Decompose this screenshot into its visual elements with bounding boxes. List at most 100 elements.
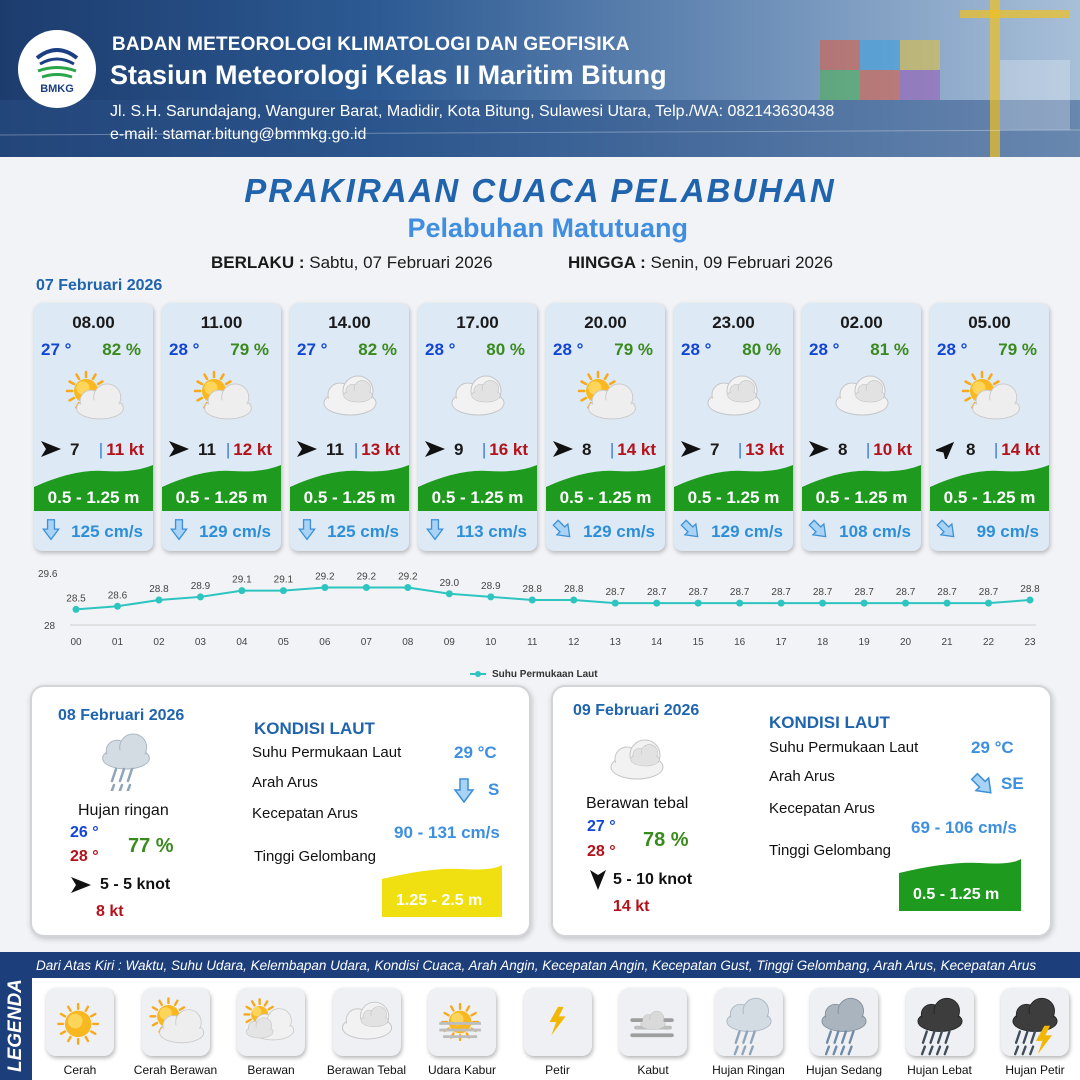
forecast-temp: 27 °	[297, 340, 328, 359]
wind-arrow-icon	[41, 441, 61, 457]
sst-line-chart: 29.6 28 28.5 00 28.6 01 28.8 02 28.9 03 29.1 04 29.1…	[38, 569, 1040, 680]
chart-x-tick: 04	[236, 637, 248, 648]
validity-from-value: Sabtu, 07 Februari 2026	[309, 253, 493, 272]
day2-current-dir-value: S	[488, 780, 500, 799]
legend-title: LEGENDA	[5, 979, 26, 1072]
wind-arrow-icon	[936, 441, 955, 459]
current-direction-icon	[808, 519, 827, 538]
page-title: PRAKIRAAN CUACA PELABUHAN	[244, 172, 836, 209]
forecast-gust-value: 11 kt	[106, 440, 144, 459]
chart-point	[611, 599, 619, 607]
forecast-wave-height: 0.5 - 1.25 m	[687, 488, 780, 507]
chart-x-tick: 15	[693, 637, 705, 648]
udara-kabur-icon	[439, 1002, 481, 1042]
hujan-ringan-icon	[725, 997, 772, 1056]
forecast-card: 14.00 27 ° 82 % 11 | 13 kt 0.5 - 1.25 m 1…	[290, 303, 409, 551]
chart-data-label: 28.7	[605, 587, 625, 598]
port-background-graphic	[0, 0, 1080, 157]
port-name-text: Pelabuhan Matutuang	[407, 213, 688, 243]
chart-data-label: 28.8	[1020, 584, 1040, 595]
chart-data-label: 28.7	[896, 587, 916, 598]
chart-point	[943, 599, 951, 607]
chart-data-label: 28.7	[937, 587, 957, 598]
legend-item	[332, 988, 401, 1056]
bmkg-logo-text: BMKG	[40, 82, 74, 95]
chart-x-tick: 19	[859, 637, 871, 648]
forecast-current-speed: 125 cm/s	[71, 522, 143, 541]
forecast-current-speed: 129 cm/s	[199, 522, 271, 541]
forecast-current-speed: 125 cm/s	[327, 522, 399, 541]
current-direction-icon	[970, 772, 992, 794]
forecast-time: 05.00	[968, 313, 1011, 332]
chart-legend-label: Suhu Permukaan Laut	[492, 669, 598, 680]
cerah-berawan-icon	[577, 370, 636, 420]
forecast-gust: | 14 kt	[994, 440, 1040, 460]
forecast-card: 02.00 28 ° 81 % 8 | 10 kt 0.5 - 1.25 m 10…	[802, 303, 921, 551]
berawan-tebal-icon	[835, 375, 889, 416]
cerah-berawan-icon	[193, 370, 252, 420]
wind-arrow-icon	[809, 441, 829, 457]
org-name: BADAN METEOROLOGI KLIMATOLOGI DAN GEOFIS…	[112, 34, 630, 55]
legend-item-label: Cerah Berawan	[133, 1063, 218, 1077]
bmkg-logo-mark-icon	[35, 47, 79, 78]
chart-data-label: 29.2	[357, 572, 377, 583]
legend-item-label: Kabut	[637, 1063, 669, 1077]
forecast-humidity: 79 %	[614, 340, 653, 359]
forecast-gust: | 14 kt	[610, 440, 656, 460]
forecast-wave-height: 0.5 - 1.25 m	[303, 488, 396, 507]
gust-separator: |	[609, 440, 615, 459]
cerah-berawan-icon	[148, 997, 204, 1044]
day3-wave-value: 0.5 - 1.25 m	[913, 886, 1000, 903]
forecast-time: 02.00	[840, 313, 883, 332]
forecast-gust: | 11 kt	[99, 440, 144, 460]
day2-wave-shape	[382, 865, 502, 917]
day2-current-dir-label: Arah Arus	[252, 774, 318, 791]
forecast-current-speed: 129 cm/s	[583, 522, 655, 541]
forecast-time: 20.00	[584, 313, 627, 332]
forecast-wave-height: 0.5 - 1.25 m	[431, 488, 524, 507]
forecast-current-speed: 129 cm/s	[711, 522, 783, 541]
chart-data-label: 29.0	[440, 578, 460, 589]
day3-date: 09 Februari 2026	[573, 702, 700, 719]
forecast-date-day1: 07 Februari 2026	[36, 277, 163, 294]
chart-data-label: 28.5	[66, 593, 86, 604]
legend-item-label: Petir	[545, 1063, 570, 1077]
forecast-gust-value: 13 kt	[745, 440, 784, 459]
chart-x-tick: 23	[1024, 637, 1036, 648]
forecast-gust-value: 10 kt	[873, 440, 912, 459]
day3-temp-min: 27 °	[587, 818, 616, 835]
chart-data-label: 28.7	[771, 587, 791, 598]
day3-condition: Berawan tebal	[586, 795, 689, 812]
forecast-current-speed: 108 cm/s	[839, 522, 911, 541]
forecast-time: 08.00	[72, 313, 115, 332]
chart-x-tick: 00	[70, 637, 82, 648]
petir-icon	[549, 1006, 566, 1036]
cerah-icon	[57, 1002, 100, 1045]
wave-shape	[546, 465, 665, 511]
legend-item	[237, 988, 305, 1056]
chart-data-label: 28.9	[191, 581, 211, 592]
legend-item	[141, 988, 210, 1056]
forecast-wave-height: 0.5 - 1.25 m	[175, 488, 268, 507]
forecast-card: 23.00 28 ° 80 % 7 | 13 kt 0.5 - 1.25 m 12…	[674, 303, 793, 551]
wave-shape	[162, 465, 281, 511]
day3-wave-label: Tinggi Gelombang	[769, 842, 892, 859]
day3-humidity: 78 %	[643, 829, 689, 851]
forecast-wind-speed: 7	[710, 440, 720, 459]
forecast-humidity: 79 %	[998, 340, 1037, 359]
forecast-humidity: 80 %	[742, 340, 781, 359]
chart-data-label: 28.7	[647, 587, 667, 598]
forecast-time: 14.00	[328, 313, 371, 332]
forecast-humidity: 82 %	[102, 340, 141, 359]
chart-x-tick: 03	[195, 637, 207, 648]
day3-current-dir-value: SE	[1001, 774, 1024, 793]
forecast-humidity: 79 %	[230, 340, 269, 359]
wave-shape	[418, 465, 537, 511]
chart-point	[487, 593, 495, 601]
legend-item-label: Hujan Ringan	[712, 1063, 785, 1077]
chart-point	[362, 584, 370, 591]
header-banner: BMKG BADAN METEOROLOGI KLIMATOLOGI DAN G…	[0, 0, 1080, 157]
forecast-wave-height: 0.5 - 1.25 m	[559, 488, 652, 507]
gust-separator: |	[993, 440, 999, 459]
legend-item	[46, 988, 114, 1056]
